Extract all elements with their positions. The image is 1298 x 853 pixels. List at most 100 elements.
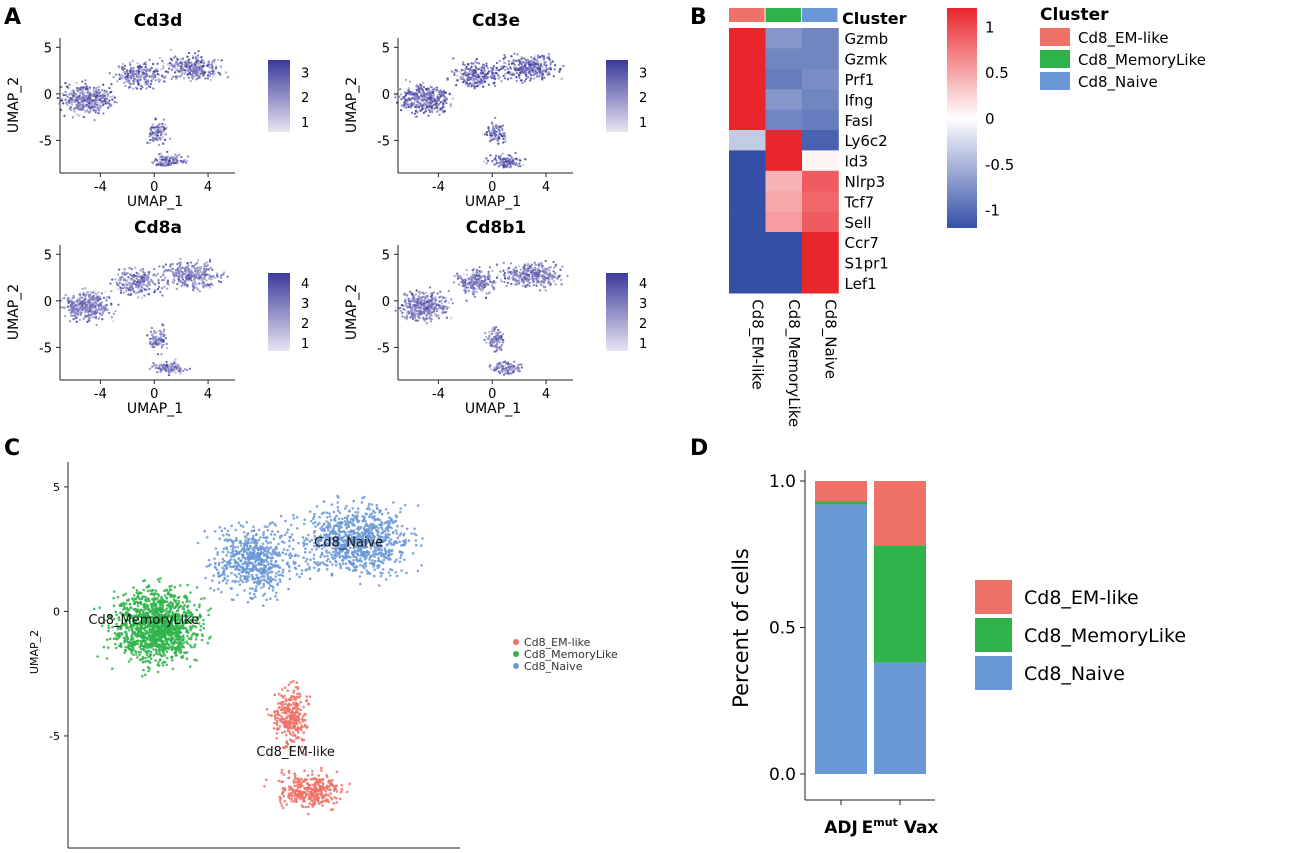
cell-point xyxy=(199,67,202,71)
cell-point xyxy=(108,99,111,102)
cell-point xyxy=(426,295,430,298)
cell-point xyxy=(88,90,92,93)
cell-point xyxy=(481,274,485,278)
cell-point xyxy=(187,60,190,64)
cell-point xyxy=(503,132,506,135)
cell-point xyxy=(505,284,508,288)
cell-point xyxy=(88,299,91,303)
cell-point xyxy=(164,133,167,136)
cell-point xyxy=(167,369,170,372)
cell-point xyxy=(566,274,569,278)
cell-point xyxy=(541,75,544,78)
cell-point xyxy=(92,295,96,299)
cell-point xyxy=(523,61,526,64)
cell-point xyxy=(210,277,213,281)
cell-point xyxy=(209,72,212,76)
feature-cells xyxy=(59,257,229,377)
cell-point xyxy=(159,68,163,71)
cell-point xyxy=(117,268,121,271)
y-tick-label: 5 xyxy=(44,41,52,56)
cell-point xyxy=(409,300,412,303)
cell-point xyxy=(554,283,557,286)
cell-point xyxy=(178,153,181,156)
cell-point xyxy=(176,262,179,266)
cell-point xyxy=(138,64,141,68)
cell-point xyxy=(136,296,140,299)
cell-point xyxy=(88,319,91,322)
cell-point xyxy=(542,59,545,62)
cell-point xyxy=(302,705,305,709)
cell-point xyxy=(173,157,177,161)
cell-point xyxy=(118,73,121,76)
x-tick-label: 4 xyxy=(204,387,212,402)
cell-point xyxy=(145,288,148,291)
cell-point xyxy=(286,689,290,692)
cell-point xyxy=(122,291,125,294)
cell-point xyxy=(287,683,291,687)
cell-point xyxy=(413,100,416,103)
x-tick-label: 4 xyxy=(542,180,550,195)
cell-point xyxy=(156,353,160,356)
heatmap-row-label: Tcf7 xyxy=(844,193,875,211)
cell-point xyxy=(162,62,165,65)
feature-title: Cd3e xyxy=(472,11,520,31)
cell-point xyxy=(461,284,464,287)
cell-point xyxy=(439,107,442,110)
cell-point xyxy=(85,310,88,313)
cell-point xyxy=(277,706,281,709)
cell-point xyxy=(67,301,70,304)
cell-point xyxy=(203,265,206,268)
cell-point xyxy=(453,73,456,76)
cell-point xyxy=(60,97,64,101)
cell-point xyxy=(520,366,523,369)
cell-point xyxy=(335,770,339,774)
cell-point xyxy=(528,71,532,74)
cell-point xyxy=(142,283,145,286)
cell-point xyxy=(403,105,406,109)
cell-point xyxy=(67,99,70,103)
cell-point xyxy=(163,160,166,163)
cell-point xyxy=(299,700,303,704)
x-tick-label: 0 xyxy=(488,387,496,402)
cell-point xyxy=(280,771,284,774)
cell-point xyxy=(410,104,413,107)
cell-point xyxy=(296,788,299,791)
cell-point xyxy=(277,702,280,705)
cell-point xyxy=(112,312,116,315)
cell-point xyxy=(203,62,206,65)
cell-point xyxy=(419,300,422,304)
cell-point xyxy=(164,336,167,340)
cell-point xyxy=(405,294,409,297)
cell-point xyxy=(535,281,539,285)
cell-point xyxy=(473,295,476,299)
cell-point xyxy=(477,62,481,65)
cell-point xyxy=(133,74,136,77)
cell-point xyxy=(79,108,82,111)
cell-point xyxy=(321,804,324,807)
cell-point xyxy=(440,91,443,94)
cell-point xyxy=(69,304,72,307)
cell-point xyxy=(84,287,87,290)
cell-point xyxy=(406,99,409,102)
cell-point xyxy=(159,330,162,333)
cell-point xyxy=(193,52,197,55)
cell-point xyxy=(533,274,536,277)
cell-point xyxy=(400,104,404,107)
cell-point xyxy=(60,85,63,89)
cell-point xyxy=(307,812,310,816)
cell-point xyxy=(500,343,503,347)
heatmap-column-label: Cd8_MemoryLike xyxy=(784,299,803,427)
cell-point xyxy=(138,78,141,81)
cell-point xyxy=(195,72,199,75)
cell-point xyxy=(138,70,141,73)
cell-point xyxy=(536,60,539,64)
cell-point xyxy=(405,105,408,109)
cell-point xyxy=(216,58,220,62)
cell-point xyxy=(101,314,104,317)
cell-point xyxy=(440,299,443,302)
cell-point xyxy=(169,57,173,61)
cell-point xyxy=(166,150,169,154)
cell-point xyxy=(441,310,445,313)
cell-point xyxy=(143,83,147,86)
cell-point xyxy=(448,93,452,96)
